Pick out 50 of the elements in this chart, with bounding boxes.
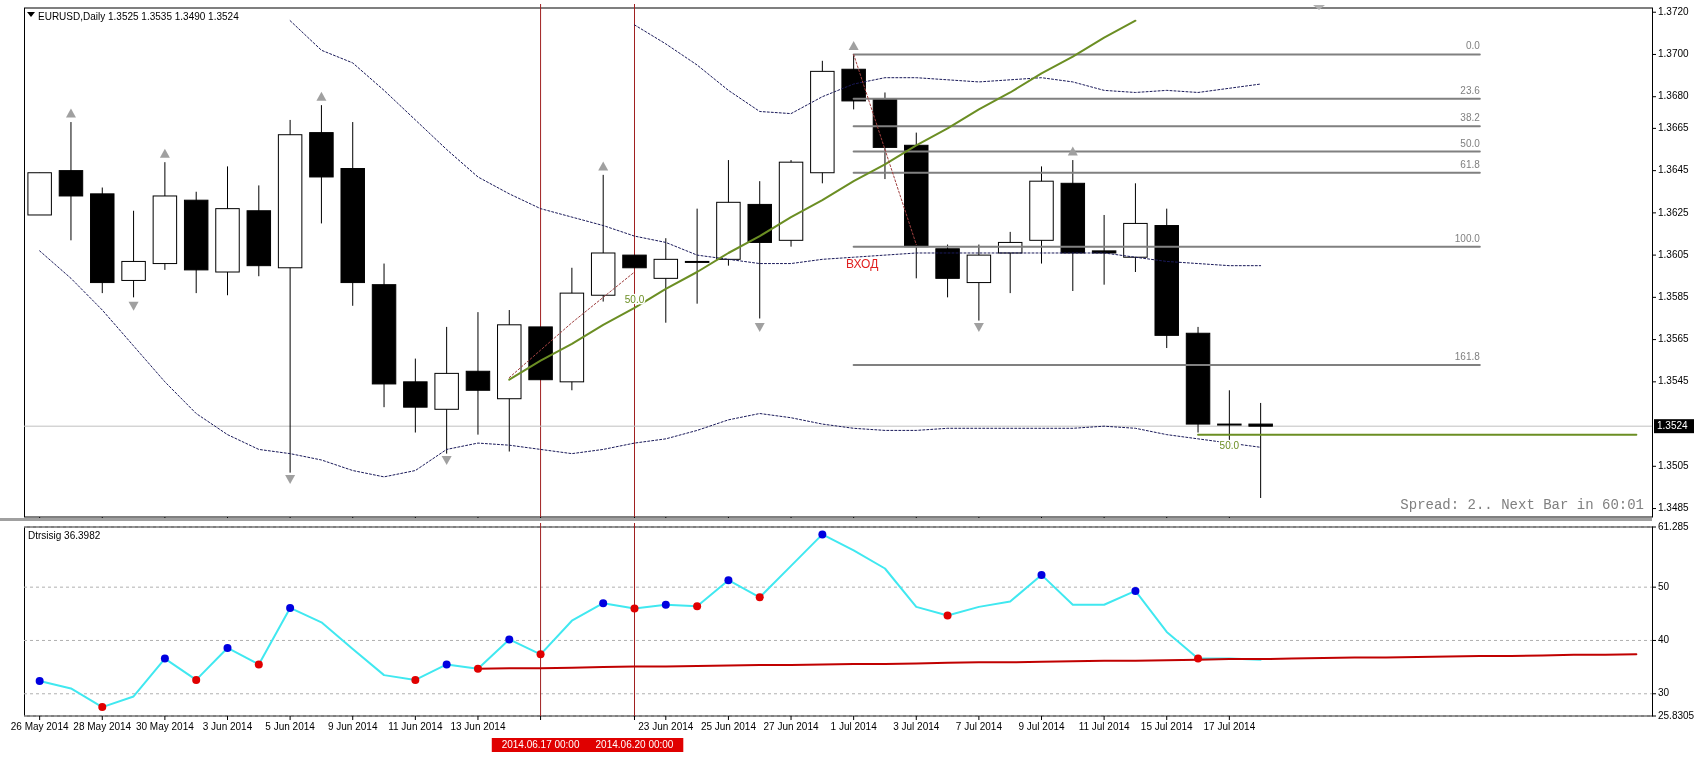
x-tick-label: 15 Jul 2014 — [1140, 721, 1194, 732]
annotation: Spread: 2.. Next Bar in 60:01 — [1400, 497, 1644, 513]
x-tick-label: 3 Jul 2014 — [893, 721, 940, 732]
chart-title: EURUSD,Daily 1.3525 1.3535 1.3490 1.3524 — [38, 11, 240, 22]
y-tick-label: 30 — [1658, 687, 1670, 699]
x-tick-label: 25 Jun 2014 — [700, 721, 757, 732]
y-tick-label: 40 — [1658, 634, 1670, 646]
x-tick-label: 7 Jul 2014 — [955, 721, 1003, 732]
x-tick-label: 28 May 2014 — [73, 721, 132, 732]
x-tick-label: 11 Jul 2014 — [1078, 721, 1131, 732]
y-tick-label: 1.3505 — [1658, 459, 1690, 471]
y-tick-label: 1.3485 — [1658, 502, 1690, 514]
y-tick-label: 1.3545 — [1658, 375, 1690, 387]
y-tick-label: 1.3680 — [1658, 90, 1690, 102]
y-tick-label: 1.3565 — [1658, 333, 1690, 345]
x-tick-label: 5 Jun 2014 — [265, 721, 316, 732]
y-tick-label: 1.3645 — [1658, 164, 1690, 176]
x-tick-label: 23 Jun 2014 — [638, 721, 694, 732]
x-tick-label: 1 Jul 2014 — [830, 721, 878, 732]
series-label: 0.0 — [1465, 40, 1481, 52]
chart-title: Dtrsisig 36.3982 — [28, 530, 101, 541]
y-tick-label: 1.3625 — [1658, 206, 1690, 218]
x-tick-label: 17 Jul 2014 — [1203, 721, 1256, 732]
x-tick-label: 3 Jun 2014 — [202, 721, 253, 732]
y-tick-label: 61.285 — [1658, 520, 1690, 532]
series-label: 38.2 — [1460, 112, 1481, 124]
y-tick-label: 1.3605 — [1658, 248, 1690, 260]
series-label: 50.0 — [1219, 439, 1240, 451]
series-label: 23.6 — [1460, 84, 1481, 96]
x-tick-label: 2014.06.17 00:00 — [501, 738, 580, 750]
annotation: ВХОД — [846, 257, 879, 272]
y-tick-label: 1.3700 — [1658, 48, 1690, 60]
x-tick-label: 9 Jun 2014 — [327, 721, 378, 732]
y-tick-label: 1.3585 — [1658, 290, 1690, 302]
y-tick-label: 1.3665 — [1658, 122, 1690, 134]
y-tick-label: 25.8305 — [1658, 709, 1694, 721]
y-tick-label: 1.3720 — [1658, 5, 1690, 17]
x-tick-label: 9 Jul 2014 — [1018, 721, 1066, 732]
x-tick-label: 13 Jun 2014 — [450, 721, 506, 732]
x-tick-label: 27 Jun 2014 — [763, 721, 819, 732]
series-label: 61.8 — [1460, 158, 1481, 170]
x-tick-label: 2014.06.20 00:00 — [595, 738, 674, 750]
series-label: 161.8 — [1454, 350, 1481, 362]
y-tick-label: 50 — [1658, 580, 1670, 592]
x-tick-label: 30 May 2014 — [135, 721, 195, 732]
series-label: 50.0 — [1460, 137, 1481, 149]
ref-line-label: 1.3524 — [1657, 419, 1689, 431]
x-tick-label: 26 May 2014 — [10, 721, 69, 732]
x-tick-label: 11 Jun 2014 — [388, 721, 443, 732]
series-label: 100.0 — [1454, 232, 1481, 244]
